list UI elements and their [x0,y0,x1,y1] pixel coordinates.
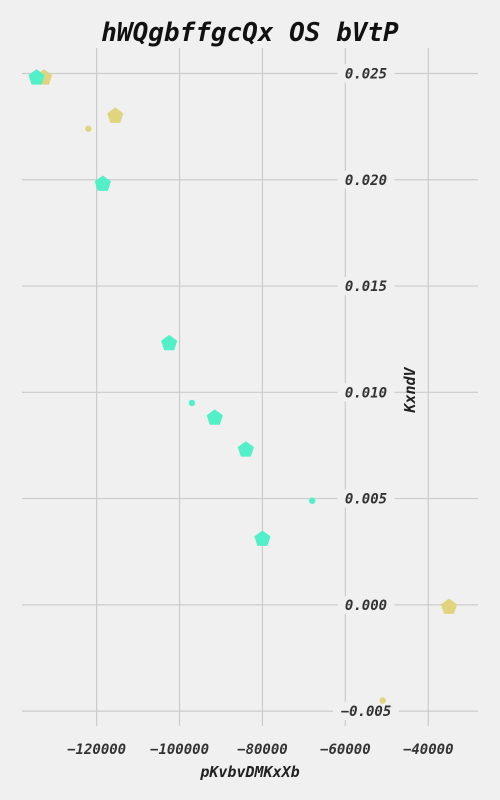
y-tick-label: 0.005 [345,492,387,508]
data-point [254,530,271,546]
data-point [440,598,458,614]
data-point [237,441,254,457]
data-point [85,125,92,132]
data-point [188,399,196,407]
x-tick-labels: −120000 −100000 −80000 −60000 −40000 [67,742,453,758]
data-point [107,107,124,123]
x-tick-label: −60000 [320,742,371,758]
y-tick-label-background [333,702,399,721]
y-tick-label-background [337,277,395,296]
y-tick-label: 0.015 [345,279,387,295]
y-tick-label: 0.020 [345,173,387,189]
y-tick-label-background [337,170,395,189]
y-tick-label: −0.005 [341,704,392,720]
y-tick-label-background [337,595,395,614]
x-axis-label: pKvbvDMKxXb [199,763,299,781]
chart-title: hWQgbffgcQx OS bVtP [101,18,399,48]
y-tick-labels: 0.025 0.020 0.015 0.010 0.005 0.000 −0.005 [333,64,399,721]
data-point [161,334,178,351]
y-tick-label-background [337,64,395,83]
x-tick-label: −100000 [150,742,209,758]
data-point [308,497,316,504]
data-point [28,69,45,85]
y-tick-label: 0.025 [345,67,387,83]
data-point [379,697,386,704]
y-tick-label-background [337,383,395,402]
y-tick-label: 0.000 [345,598,387,614]
data-point [94,175,111,191]
y-tick-label: 0.010 [345,385,387,401]
grid-lines [22,48,478,726]
y-tick-label-background [337,489,395,508]
x-tick-label: −40000 [403,742,454,758]
y-axis-label: KxndV [401,366,419,413]
data-points [28,69,458,704]
x-tick-label: −120000 [67,742,126,758]
x-tick-label: −80000 [237,742,288,758]
data-point [206,409,223,425]
